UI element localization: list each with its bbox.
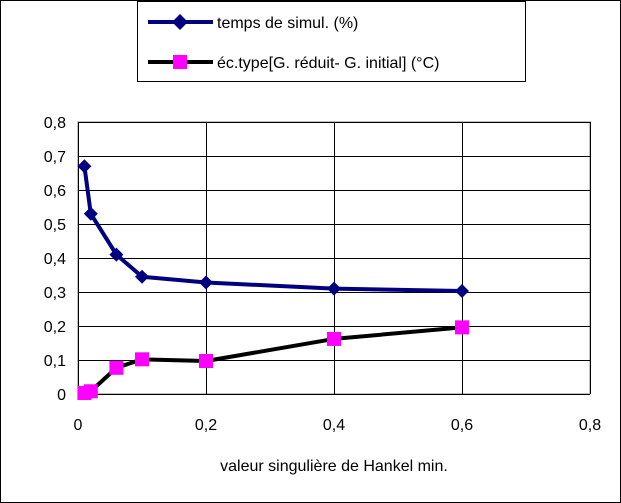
legend-label-1: temps de simul. (%) — [217, 15, 358, 32]
x-tick-label: 0 — [74, 417, 83, 434]
y-tick-label: 0 — [57, 387, 66, 404]
y-tick-label: 0,7 — [44, 149, 66, 166]
data-point-square — [199, 354, 213, 369]
legend: temps de simul. (%) éc.type[G. réduit- G… — [137, 1, 526, 82]
x-tick-label: 0,6 — [451, 417, 473, 434]
data-point-diamond — [327, 281, 341, 296]
data-point-diamond — [199, 275, 213, 290]
y-tick-label: 0,8 — [44, 115, 66, 132]
data-point-diamond — [77, 159, 92, 174]
data-point-square — [109, 360, 124, 375]
series-1 — [77, 159, 469, 298]
grid-lines — [78, 122, 591, 395]
data-point-square — [135, 352, 149, 367]
x-axis-tick-labels: 0 0,2 0,4 0,6 0,8 — [74, 417, 602, 434]
legend-box — [137, 1, 526, 82]
y-tick-label: 0,6 — [44, 183, 66, 200]
x-tick-label: 0,2 — [195, 417, 217, 434]
x-tick-label: 0,8 — [579, 417, 601, 434]
y-axis-tick-labels: 0 0,1 0,2 0,3 0,4 0,5 0,6 0,7 0,8 — [44, 115, 66, 404]
data-point-square — [83, 384, 98, 399]
data-point-diamond — [109, 247, 124, 262]
legend-entry-1: temps de simul. (%) — [148, 14, 358, 32]
legend-entry-2: éc.type[G. réduit- G. initial] (°C) — [148, 55, 439, 72]
x-axis-title: valeur singulière de Hankel min. — [220, 458, 448, 475]
y-tick-label: 0,4 — [44, 251, 66, 268]
y-tick-label: 0,5 — [44, 217, 66, 234]
data-point-square — [455, 320, 469, 335]
series-layer — [77, 159, 469, 400]
series-2 — [77, 320, 469, 400]
legend-marker-diamond — [172, 14, 188, 30]
legend-label-2: éc.type[G. réduit- G. initial] (°C) — [217, 55, 439, 72]
data-point-diamond — [83, 206, 98, 221]
legend-marker-square — [173, 55, 187, 69]
y-tick-label: 0,1 — [44, 353, 66, 370]
y-tick-label: 0,2 — [44, 319, 66, 336]
x-tick-label: 0,4 — [323, 417, 345, 434]
data-point-square — [327, 331, 341, 346]
y-tick-label: 0,3 — [44, 285, 66, 302]
data-point-diamond — [455, 283, 469, 298]
data-point-diamond — [135, 269, 149, 284]
